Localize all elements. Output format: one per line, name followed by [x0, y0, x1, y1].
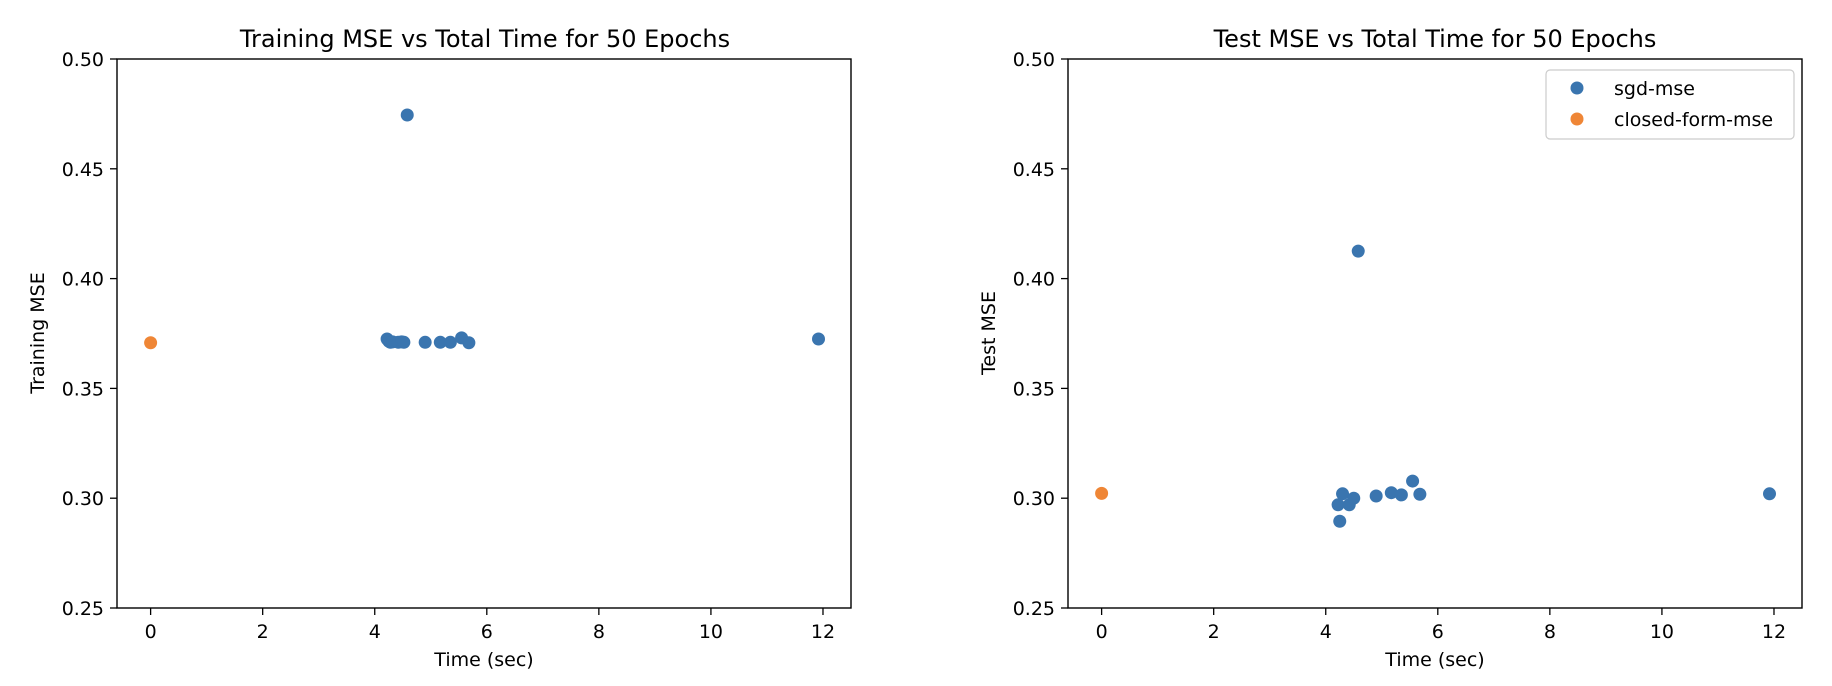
y-tick-label: 0.35 [1013, 378, 1055, 400]
y-axis-label: Test MSE [978, 291, 1000, 376]
legend-marker-closed-form-mse [1570, 112, 1584, 126]
y-tick-label: 0.25 [62, 598, 104, 620]
legend-label-sgd-mse: sgd-mse [1614, 78, 1695, 100]
point-sgd-mse [400, 108, 414, 122]
y-tick-label: 0.40 [62, 269, 104, 291]
point-sgd-mse [433, 335, 447, 349]
y-tick-label: 0.25 [1013, 598, 1055, 620]
y-tick-label: 0.30 [62, 488, 104, 510]
x-tick-label: 6 [1432, 621, 1444, 643]
chart-title: Test MSE vs Total Time for 50 Epochs [1213, 25, 1657, 53]
x-tick-label: 0 [1096, 621, 1108, 643]
y-tick-label: 0.30 [1013, 488, 1055, 510]
point-sgd-mse [1347, 491, 1361, 505]
y-axis-ticks: 0.25 0.30 0.35 0.40 0.45 0.50 [1013, 49, 1068, 620]
x-axis-label: Time (sec) [433, 649, 533, 671]
legend-marker-sgd-mse [1570, 81, 1584, 95]
chart-title: Training MSE vs Total Time for 50 Epochs [239, 25, 730, 53]
point-sgd-mse [1369, 489, 1383, 503]
point-sgd-mse [1331, 498, 1345, 512]
legend-label-closed-form-mse: closed-form-mse [1614, 109, 1773, 131]
point-sgd-mse [1406, 474, 1420, 488]
point-sgd-mse [812, 332, 826, 346]
point-sgd-mse [418, 335, 432, 349]
point-sgd-mse [397, 335, 411, 349]
x-tick-label: 2 [257, 621, 269, 643]
y-tick-label: 0.40 [1013, 269, 1055, 291]
y-tick-label: 0.45 [62, 159, 104, 181]
y-axis-label: Training MSE [27, 272, 49, 394]
y-tick-label: 0.50 [62, 49, 104, 71]
point-sgd-mse [1351, 244, 1365, 258]
legend-box [1545, 69, 1795, 140]
x-tick-label: 10 [1650, 621, 1674, 643]
x-tick-label: 12 [811, 621, 835, 643]
x-tick-label: 10 [699, 621, 723, 643]
point-sgd-mse [1394, 488, 1408, 502]
training-mse-chart: Training MSE vs Total Time for 50 Epochs… [27, 25, 852, 671]
point-sgd-mse [1413, 487, 1427, 501]
scatter-points [1095, 244, 1777, 528]
y-tick-label: 0.50 [1013, 49, 1055, 71]
x-axis-label: Time (sec) [1384, 649, 1484, 671]
y-axis-ticks: 0.25 0.30 0.35 0.40 0.45 0.50 [62, 49, 117, 620]
y-tick-label: 0.45 [1013, 159, 1055, 181]
point-sgd-mse [1384, 486, 1398, 500]
x-tick-label: 8 [1544, 621, 1556, 643]
y-tick-label: 0.35 [62, 378, 104, 400]
point-sgd-mse [1336, 487, 1350, 501]
plot-frame [116, 58, 852, 609]
point-sgd-mse [462, 336, 476, 350]
x-tick-label: 6 [481, 621, 493, 643]
legend: sgd-mse closed-form-mse [1545, 69, 1795, 140]
point-closed-form-mse [144, 336, 158, 350]
scatter-points [144, 108, 826, 350]
x-tick-label: 4 [369, 621, 381, 643]
point-sgd-mse [1333, 514, 1347, 528]
point-sgd-mse [443, 335, 457, 349]
x-tick-label: 8 [593, 621, 605, 643]
x-tick-label: 12 [1762, 621, 1786, 643]
x-axis-ticks: 0 2 4 6 8 10 12 [145, 608, 835, 643]
x-tick-label: 2 [1208, 621, 1220, 643]
point-sgd-mse [1763, 487, 1777, 501]
test-mse-chart: Test MSE vs Total Time for 50 Epochs 0 2 4… [978, 25, 1803, 671]
x-axis-ticks: 0 2 4 6 8 10 12 [1096, 608, 1786, 643]
plot-frame [1067, 58, 1803, 609]
x-tick-label: 0 [145, 621, 157, 643]
x-tick-label: 4 [1320, 621, 1332, 643]
point-closed-form-mse [1095, 486, 1109, 500]
